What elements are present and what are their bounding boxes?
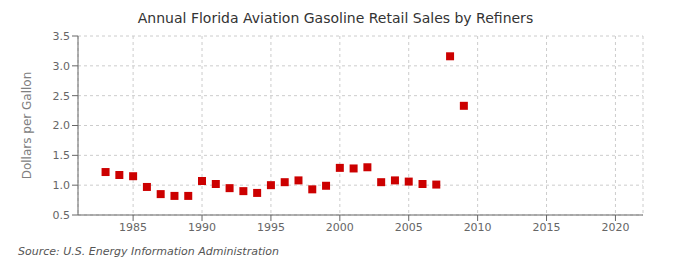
svg-text:2.0: 2.0 xyxy=(53,119,71,132)
svg-text:2020: 2020 xyxy=(601,221,629,234)
html-text:Source: U.S. Energy Informatio: Source: U.S. Energy Information Administ… xyxy=(18,245,279,258)
svg-text:1.5: 1.5 xyxy=(53,149,71,162)
svg-text:1995: 1995 xyxy=(257,221,285,234)
svg-text:1990: 1990 xyxy=(188,221,216,234)
svg-text:2010: 2010 xyxy=(464,221,492,234)
svg-text:0.5: 0.5 xyxy=(53,209,71,222)
svg-text:1.0: 1.0 xyxy=(53,179,71,192)
svg-text:2015: 2015 xyxy=(533,221,561,234)
svg-text:1985: 1985 xyxy=(119,221,147,234)
svg-text:2.5: 2.5 xyxy=(53,90,71,103)
svg-text:2005: 2005 xyxy=(395,221,423,234)
svg-text:2000: 2000 xyxy=(326,221,354,234)
svg-text:3.5: 3.5 xyxy=(53,30,71,43)
svg-text:Dollars per Gallon: Dollars per Gallon xyxy=(20,72,34,180)
svg-text:3.0: 3.0 xyxy=(53,60,71,73)
html-text:Annual Florida Aviation Gasoli: Annual Florida Aviation Gasoline Retail … xyxy=(137,10,534,26)
